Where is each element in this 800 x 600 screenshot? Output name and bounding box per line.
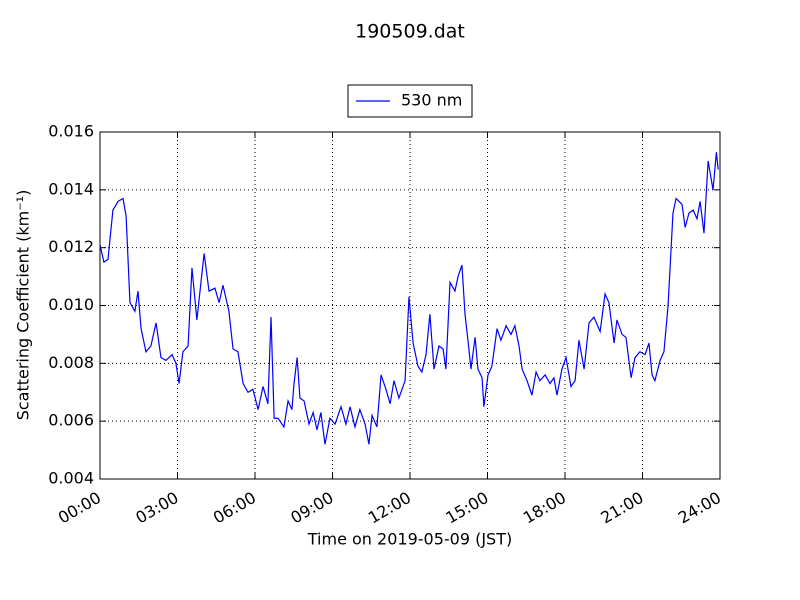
y-tick-label: 0.008: [48, 353, 94, 372]
y-tick-label: 0.012: [48, 237, 94, 256]
y-tick-label: 0.016: [48, 122, 94, 141]
y-tick-label: 0.006: [48, 411, 94, 430]
y-tick-label: 0.004: [48, 469, 94, 488]
plot-frame: [99, 131, 721, 480]
y-tick-label: 0.014: [48, 179, 94, 198]
x-axis-label: Time on 2019-05-09 (JST): [307, 530, 512, 549]
y-tick-label: 0.010: [48, 295, 94, 314]
legend-label: 530 nm: [401, 91, 462, 110]
y-axis-label: Scattering Coefficient (km⁻¹): [14, 190, 33, 421]
data-line: [99, 152, 719, 445]
chart-title: 190509.dat: [355, 21, 465, 43]
